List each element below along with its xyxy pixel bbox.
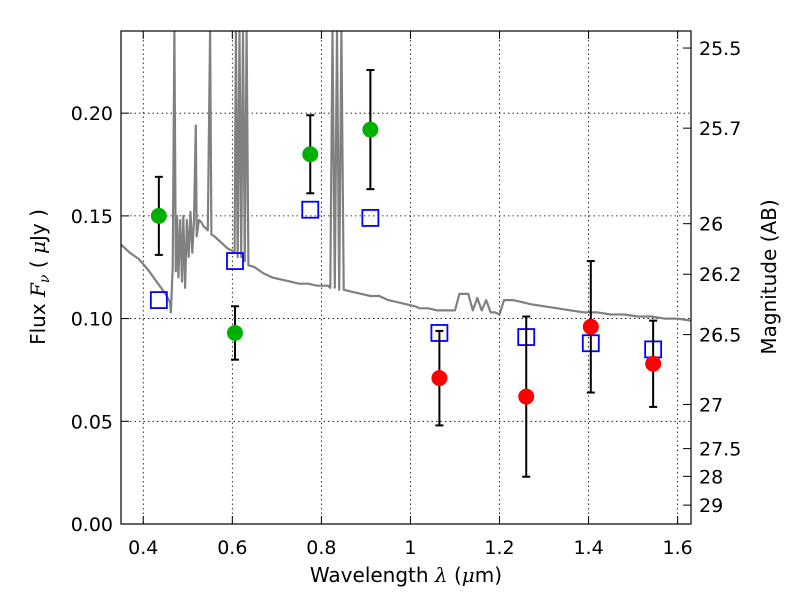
plot-frame [120, 30, 692, 525]
observed-flux-point [645, 355, 662, 372]
right-tick-label: 27 [699, 394, 723, 416]
right-axis-label: Magnitude (AB) [757, 199, 781, 354]
right-tick-label: 26.5 [699, 325, 741, 347]
x-axis-label: Wavelength λ (μm) [310, 563, 502, 587]
x-tick-label: 0.4 [128, 537, 158, 559]
model-photometry-square [226, 252, 244, 270]
observed-flux-point [362, 121, 379, 138]
model-photometry-square [149, 291, 168, 309]
observed-flux-point [150, 207, 167, 224]
axis-ticks: 0.4 0.6 0.8 1 1.2 1.4 1.6 0.00 0.05 0.10 0.15 0.20 2… [71, 31, 741, 559]
right-tick-label: 26.2 [699, 264, 741, 286]
observed-flux-point [227, 324, 243, 341]
right-tick-label: 27.5 [699, 439, 741, 461]
model-spectrum-line [121, 31, 691, 322]
y-tick-label: 0.15 [71, 206, 113, 228]
model-photometry-square [361, 209, 380, 227]
x-tick-label: 1.6 [663, 537, 693, 559]
x-tick-label: 0.6 [217, 537, 247, 559]
y-axis-label: Flux Fν ( μJy ) [26, 209, 53, 345]
observed-flux-point [518, 388, 535, 405]
x-tick-label: 0.8 [306, 537, 336, 559]
observed-flux-point [582, 318, 599, 335]
model-photometry-square [301, 200, 320, 219]
x-tick-label: 1 [404, 537, 416, 559]
right-tick-label: 26 [699, 214, 723, 236]
y-tick-label: 0.00 [71, 514, 113, 536]
observed-flux-point [302, 146, 319, 163]
observed-flux-point [431, 370, 448, 387]
right-tick-label: 28 [699, 466, 723, 488]
right-tick-label: 25.7 [699, 118, 741, 140]
right-tick-label: 29 [699, 495, 723, 517]
y-tick-label: 0.05 [71, 411, 113, 433]
x-tick-label: 1.2 [484, 537, 514, 559]
right-tick-label: 25.5 [699, 38, 741, 60]
plot-area [121, 31, 691, 478]
y-tick-label: 0.10 [71, 309, 113, 331]
x-tick-label: 1.4 [573, 537, 603, 559]
y-tick-label: 0.20 [71, 103, 113, 125]
